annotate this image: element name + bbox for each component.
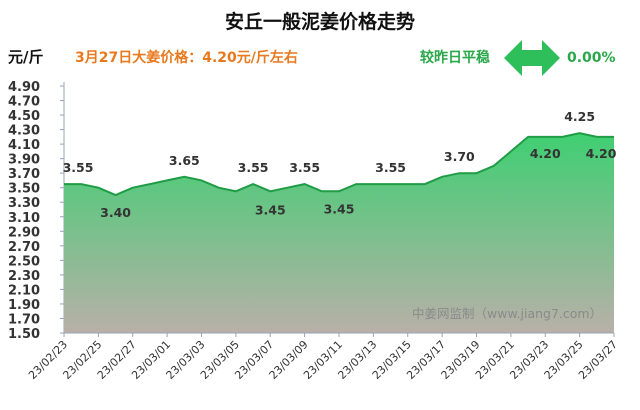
- y-tick-label: 3.50: [8, 182, 40, 197]
- double-arrow-icon: [504, 40, 560, 76]
- data-label: 3.55: [238, 160, 269, 175]
- y-tick-label: 4.70: [8, 95, 40, 110]
- unit-label: 元/斤: [8, 48, 43, 66]
- data-label: 4.20: [586, 146, 617, 161]
- data-label: 3.45: [255, 202, 286, 217]
- data-label: 3.65: [169, 153, 200, 168]
- compare-value: 0.00%: [567, 50, 616, 66]
- watermark: 中姜网监制（www.jiang7.com）: [412, 306, 602, 321]
- price-area: [64, 133, 614, 333]
- data-label: 3.55: [63, 160, 94, 175]
- price-subtitle: 3月27日大姜价格：4.20元/斤左右: [75, 49, 298, 66]
- y-tick-label: 3.90: [8, 153, 40, 168]
- y-tick-label: 4.30: [8, 124, 40, 139]
- data-label: 3.45: [324, 201, 355, 216]
- data-labels: 3.55 3.40 3.65 3.55 3.45 3.55 3.45 3.55 3.70 4.20…: [63, 109, 617, 220]
- data-label: 4.20: [530, 146, 561, 161]
- plot-area: [64, 132, 614, 333]
- x-axis: 23/02/2323/02/2523/02/2723/03/0123/03/03…: [26, 332, 620, 382]
- data-label: 4.25: [564, 109, 595, 124]
- y-tick-label: 3.70: [8, 167, 40, 182]
- y-tick-label: 2.10: [8, 283, 40, 298]
- data-label: 3.55: [289, 160, 320, 175]
- data-label: 3.40: [100, 205, 131, 220]
- y-tick-label: 3.30: [8, 196, 40, 211]
- y-tick-label: 1.90: [8, 298, 40, 313]
- y-tick-label: 2.30: [8, 269, 40, 284]
- y-tick-label: 2.50: [8, 254, 40, 269]
- chart-title: 安丘一般泥姜价格走势: [225, 10, 415, 33]
- y-tick-label: 4.10: [8, 138, 40, 153]
- y-axis: 1.501.701.902.102.302.502.702.903.103.30…: [8, 80, 65, 342]
- y-tick-label: 2.90: [8, 225, 40, 240]
- y-tick-label: 1.50: [8, 327, 40, 342]
- y-tick-label: 3.10: [8, 211, 40, 226]
- y-tick-label: 2.70: [8, 240, 40, 255]
- data-label: 3.70: [444, 149, 475, 164]
- y-tick-label: 1.70: [8, 312, 40, 327]
- data-label: 3.55: [375, 160, 406, 175]
- y-tick-label: 4.50: [8, 109, 40, 124]
- y-tick-label: 4.90: [8, 80, 40, 95]
- compare-label: 较昨日平稳: [420, 49, 490, 66]
- price-line: [64, 132, 614, 197]
